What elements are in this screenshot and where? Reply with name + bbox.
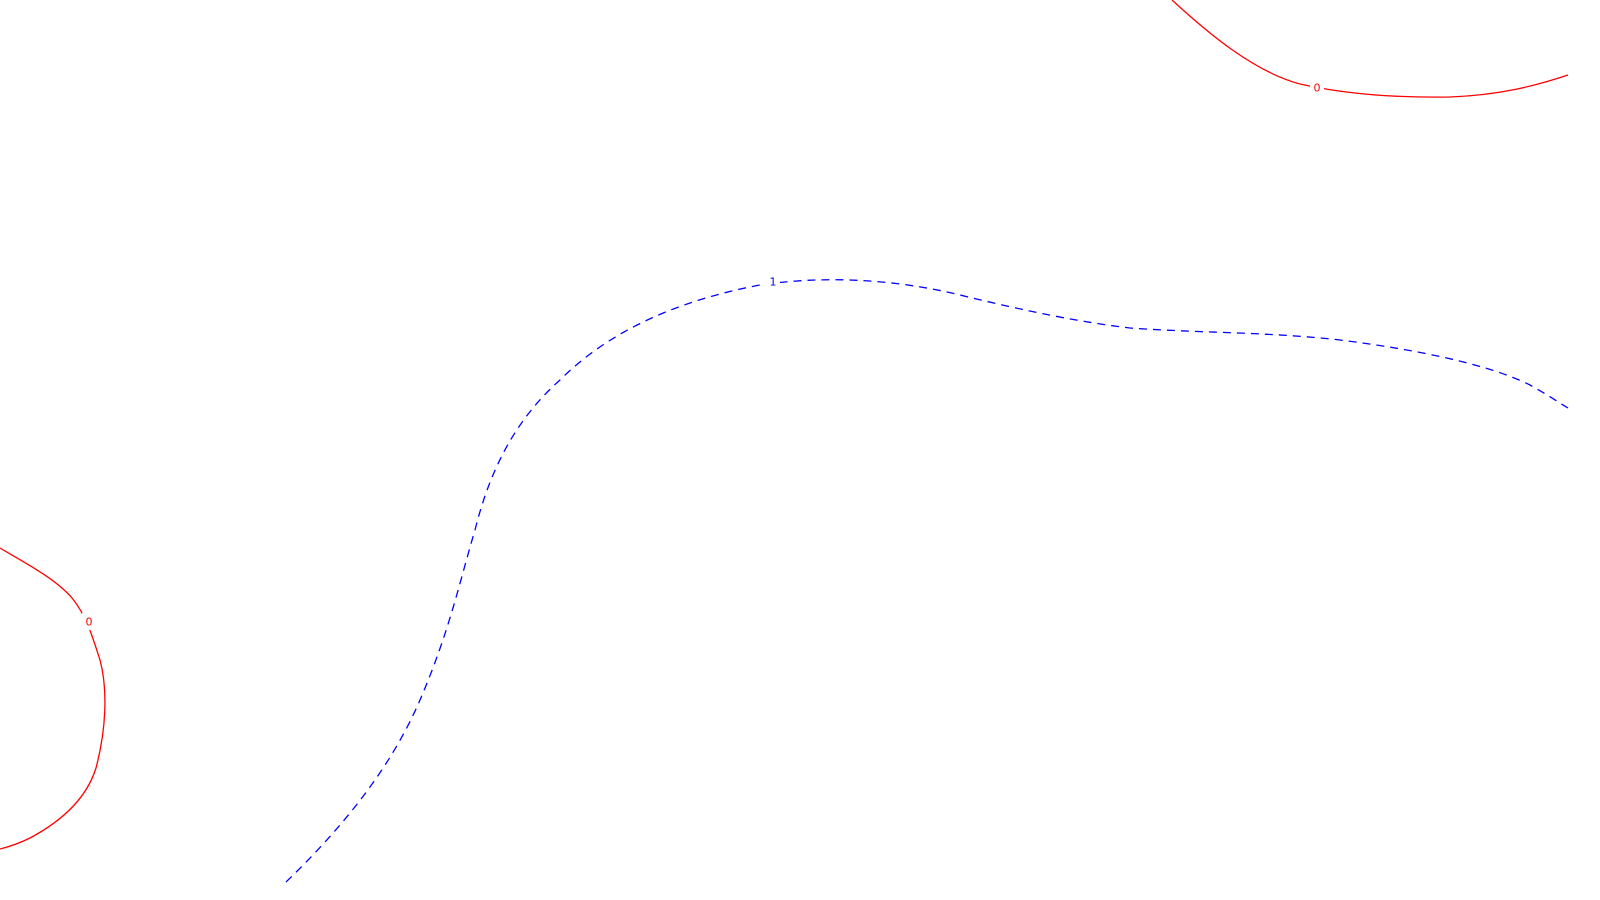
contour-level-0-left: 0 xyxy=(0,547,106,850)
contour-label-gap xyxy=(1310,80,1324,96)
contour-label-0-left: 0 xyxy=(86,616,93,629)
contour-level-0-top-right: 0 xyxy=(1171,0,1569,98)
contour-line-0-top-right xyxy=(1171,0,1569,98)
contour-label-0-top-right: 0 xyxy=(1314,82,1321,95)
contour-line-0-left xyxy=(0,547,106,850)
contour-line-1 xyxy=(285,279,1569,883)
contour-level-1: 1 xyxy=(285,273,1569,883)
contour-label-1: 1 xyxy=(770,276,777,289)
contour-label-gap xyxy=(765,273,780,290)
contour-label-gap xyxy=(82,613,96,630)
